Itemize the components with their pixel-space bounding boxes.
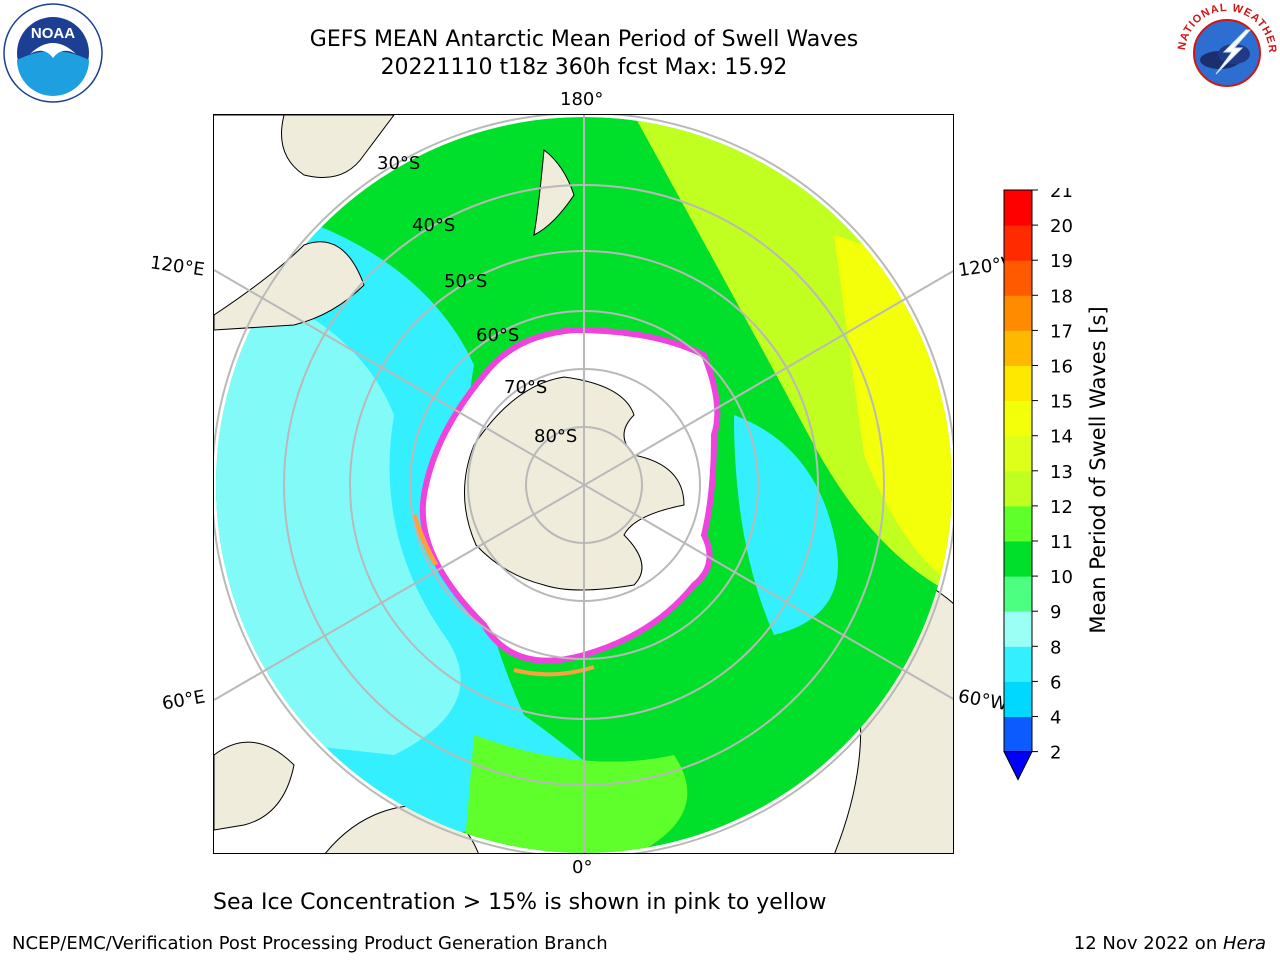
colorbar-segment: [1004, 295, 1032, 331]
colorbar-label: Mean Period of Swell Waves [s]: [1086, 306, 1110, 634]
lon-label-60e: 60°E: [160, 686, 207, 715]
colorbar-segment: [1004, 190, 1032, 226]
lon-label-0: 0°: [572, 857, 593, 878]
colorbar-extend-min: [1003, 751, 1033, 781]
lat-label-60s: 60°S: [476, 325, 519, 346]
footnote: Sea Ice Concentration > 15% is shown in …: [213, 890, 827, 915]
svg-text:NOAA: NOAA: [31, 25, 75, 42]
colorbar-segment: [1004, 611, 1032, 647]
title-line-2: 20221110 t18z 360h fcst Max: 15.92: [380, 55, 788, 80]
colorbar-tick-label: 21: [1050, 188, 1073, 202]
lat-label-80s: 80°S: [534, 426, 577, 447]
lat-label-40s: 40°S: [412, 215, 455, 236]
colorbar: 2 4 6 8 9 10 11 12 13 14 15 16 17 18 19 20 21: [1003, 188, 1073, 781]
nws-logo: NATIONAL WEATHER SERVICE: [1176, 2, 1277, 102]
colorbar-tick-label: 6: [1050, 672, 1061, 693]
graticule: [214, 115, 953, 853]
lon-label-180: 180°: [560, 89, 604, 110]
lat-label-70s: 70°S: [504, 377, 547, 398]
colorbar-segment: [1004, 435, 1032, 472]
colorbar-tick-label: 8: [1050, 637, 1061, 658]
colorbar-segment: [1004, 365, 1032, 402]
colorbar-tick-label: 4: [1050, 708, 1061, 729]
colorbar-segment: [1004, 716, 1032, 753]
colorbar-tick-label: 20: [1050, 216, 1073, 237]
map-panel: 30°S 40°S 50°S 60°S 70°S 80°S: [213, 114, 954, 854]
colorbar-segment: [1004, 576, 1032, 612]
colorbar-segment: [1004, 646, 1032, 682]
colorbar-tick-label: 17: [1050, 321, 1073, 342]
colorbar-tick-label: 19: [1050, 251, 1073, 272]
colorbar-tick-label: 13: [1050, 462, 1073, 483]
colorbar-tick-label: 14: [1050, 427, 1073, 448]
credit-date: 12 Nov 2022 on: [1073, 933, 1223, 954]
colorbar-tick-label: 2: [1050, 743, 1061, 764]
lat-label-50s: 50°S: [444, 271, 487, 292]
colorbar-tick-label: 11: [1050, 532, 1073, 553]
colorbar-segment: [1004, 225, 1032, 261]
colorbar-tick-label: 12: [1050, 497, 1073, 518]
credit-machine: Hera: [1222, 933, 1266, 954]
colorbar-tick-label: 18: [1050, 286, 1073, 307]
colorbar-segment: [1004, 505, 1032, 542]
lat-label-30s: 30°S: [377, 153, 420, 174]
colorbar-tick-label: 9: [1050, 602, 1061, 623]
colorbar-segment: [1004, 400, 1032, 437]
colorbar-segment: [1004, 681, 1032, 717]
colorbar-tick-label: 15: [1050, 392, 1073, 413]
colorbar-segment: [1004, 541, 1032, 577]
colorbar-tick-label: 10: [1050, 567, 1073, 588]
credit-right: 12 Nov 2022 on Hera: [1074, 933, 1266, 954]
colorbar-tick-label: 16: [1050, 357, 1073, 378]
colorbar-segment: [1004, 260, 1032, 296]
title-line-1: GEFS MEAN Antarctic Mean Period of Swell…: [309, 27, 859, 52]
polar-map: 30°S 40°S 50°S 60°S 70°S 80°S: [214, 115, 953, 853]
colorbar-segment: [1004, 330, 1032, 366]
colorbar-segment: [1004, 470, 1032, 507]
credit-left: NCEP/EMC/Verification Post Processing Pr…: [12, 933, 608, 954]
noaa-logo: NOAA: [3, 3, 103, 103]
lon-label-120e: 120°E: [148, 252, 206, 281]
